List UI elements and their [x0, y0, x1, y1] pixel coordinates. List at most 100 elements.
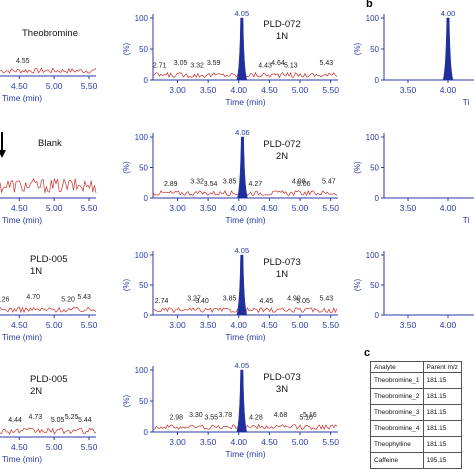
peak-time-label: 4.98	[292, 178, 306, 185]
peak-time-label: 4.55	[16, 58, 30, 65]
peak-time-label: 4.28	[249, 415, 263, 422]
y-axis-label: (%)	[122, 278, 131, 291]
x-tick-label: 5.00	[292, 437, 309, 447]
sample-label: PLD-005	[30, 254, 68, 265]
peak-time-label: 5.05	[296, 298, 310, 305]
x-tick-label: 5.00	[292, 85, 309, 95]
table-header-row: Analyte Parent m/z	[370, 361, 462, 373]
peak-time-label: 3.30	[189, 412, 203, 419]
x-tick-label: 3.50	[400, 203, 417, 213]
table-cell: Theobromine_2	[370, 388, 424, 405]
y-tick-label: 50	[370, 164, 379, 173]
x-tick-label: 3.00	[169, 437, 186, 447]
peak-time-label: 3.54	[204, 181, 218, 188]
x-tick-label: 4.00	[440, 85, 457, 95]
x-tick-label: 4.50	[11, 81, 28, 91]
x-tick-label: 5.50	[81, 203, 98, 213]
peak-time-label: 5.43	[77, 294, 91, 301]
y-axis-label: (%)	[353, 278, 362, 291]
sample-label: PLD-005	[30, 374, 68, 385]
x-tick-label: 4.00	[230, 437, 247, 447]
peak-area	[236, 17, 248, 81]
x-axis-label: Time (min)	[2, 454, 42, 464]
peak-time-label: 3.59	[207, 60, 221, 67]
x-axis-label: Time (min)	[225, 449, 265, 459]
y-tick-label: 100	[135, 251, 149, 260]
y-tick-label: 100	[135, 133, 149, 142]
x-axis-label: Time (min)	[2, 215, 42, 225]
table-row: Theobromine_4 181.15	[370, 420, 462, 437]
x-tick-label: 3.00	[169, 320, 186, 330]
x-tick-label: 4.50	[11, 442, 28, 452]
peak-label: 4.05	[235, 9, 250, 18]
baseline-trace	[0, 427, 97, 435]
x-tick-label: 5.00	[46, 81, 63, 91]
sample-label: Theobromine	[22, 28, 78, 39]
peak-area	[236, 254, 248, 316]
peak-time-label: 4.68	[274, 412, 288, 419]
peak-time-label: 5.16	[303, 412, 317, 419]
x-tick-label: 3.00	[169, 203, 186, 213]
x-tick-label: 4.50	[261, 437, 278, 447]
table-cell: Theobromine_3	[370, 404, 424, 421]
table-header-parent-mz: Parent m/z	[422, 361, 462, 373]
peak-time-label: 2.89	[164, 181, 178, 188]
x-tick-label: 3.50	[400, 320, 417, 330]
peak-time-label: 3.27	[187, 296, 201, 303]
y-tick-label: 0	[375, 194, 380, 203]
peak-area	[442, 17, 454, 81]
peak-time-label: 4.27	[248, 181, 262, 188]
y-tick-label: 100	[135, 366, 149, 375]
table-cell: Theobromine_4	[370, 420, 424, 437]
y-tick-label: 0	[144, 428, 149, 437]
y-tick-label: 100	[366, 14, 380, 23]
y-tick-label: 100	[366, 251, 380, 260]
sample-label: 2N	[30, 386, 42, 397]
x-axis-label: Time (min)	[225, 332, 265, 342]
peak-time-label: 3.85	[223, 296, 237, 303]
peak-time-label: 4.73	[29, 414, 43, 421]
x-tick-label: 5.00	[292, 320, 309, 330]
x-tick-label: 5.50	[81, 442, 98, 452]
y-axis-label: (%)	[122, 161, 131, 174]
sample-label: PLD-072	[263, 19, 301, 30]
table-row: Theobromine_3 181.15	[370, 404, 462, 421]
arrow-head	[0, 150, 6, 158]
y-tick-label: 50	[139, 164, 148, 173]
x-tick-label: 4.50	[11, 203, 28, 213]
peak-time-label: 3.85	[223, 178, 237, 185]
table-row: Theobromine_1 181.15	[370, 372, 462, 389]
y-tick-label: 0	[144, 76, 149, 85]
peak-time-label: 2.74	[155, 298, 169, 305]
x-axis-label: Time (min)	[225, 215, 265, 225]
peak-time-label: 3.05	[174, 60, 188, 67]
peak-time-label: 5.44	[78, 417, 92, 424]
baseline-trace	[0, 67, 97, 74]
peak-time-label: 4.43	[258, 63, 272, 70]
peak-time-label: 5.05	[51, 417, 65, 424]
x-tick-label: 5.00	[46, 320, 63, 330]
sample-label: PLD-073	[263, 257, 301, 268]
sample-label: 1N	[30, 266, 42, 277]
table-cell: 181.15	[422, 436, 462, 453]
x-tick-label: 4.00	[230, 320, 247, 330]
peak-time-label: 3.55	[204, 415, 218, 422]
table-cell: Theophylline	[370, 436, 424, 453]
peak-time-label: 5.25	[65, 414, 79, 421]
x-tick-label: 4.00	[230, 203, 247, 213]
sample-label: 1N	[276, 31, 288, 42]
table-cell: 181.15	[422, 404, 462, 421]
panel-letter-b: b	[366, 0, 373, 10]
y-axis-label: (%)	[122, 394, 131, 407]
peak-time-label: 5.13	[284, 63, 298, 70]
peak-time-label: 4.70	[26, 294, 40, 301]
peak-time-label: 4.44	[8, 417, 22, 424]
peak-label: 4.00	[441, 9, 456, 18]
y-tick-label: 50	[370, 45, 379, 54]
x-tick-label: 5.00	[292, 203, 309, 213]
baseline-trace	[0, 177, 97, 194]
table-header-analyte: Analyte	[370, 361, 424, 373]
peak-time-label: 2.71	[153, 63, 167, 70]
peak-time-label: 3.78	[218, 412, 232, 419]
